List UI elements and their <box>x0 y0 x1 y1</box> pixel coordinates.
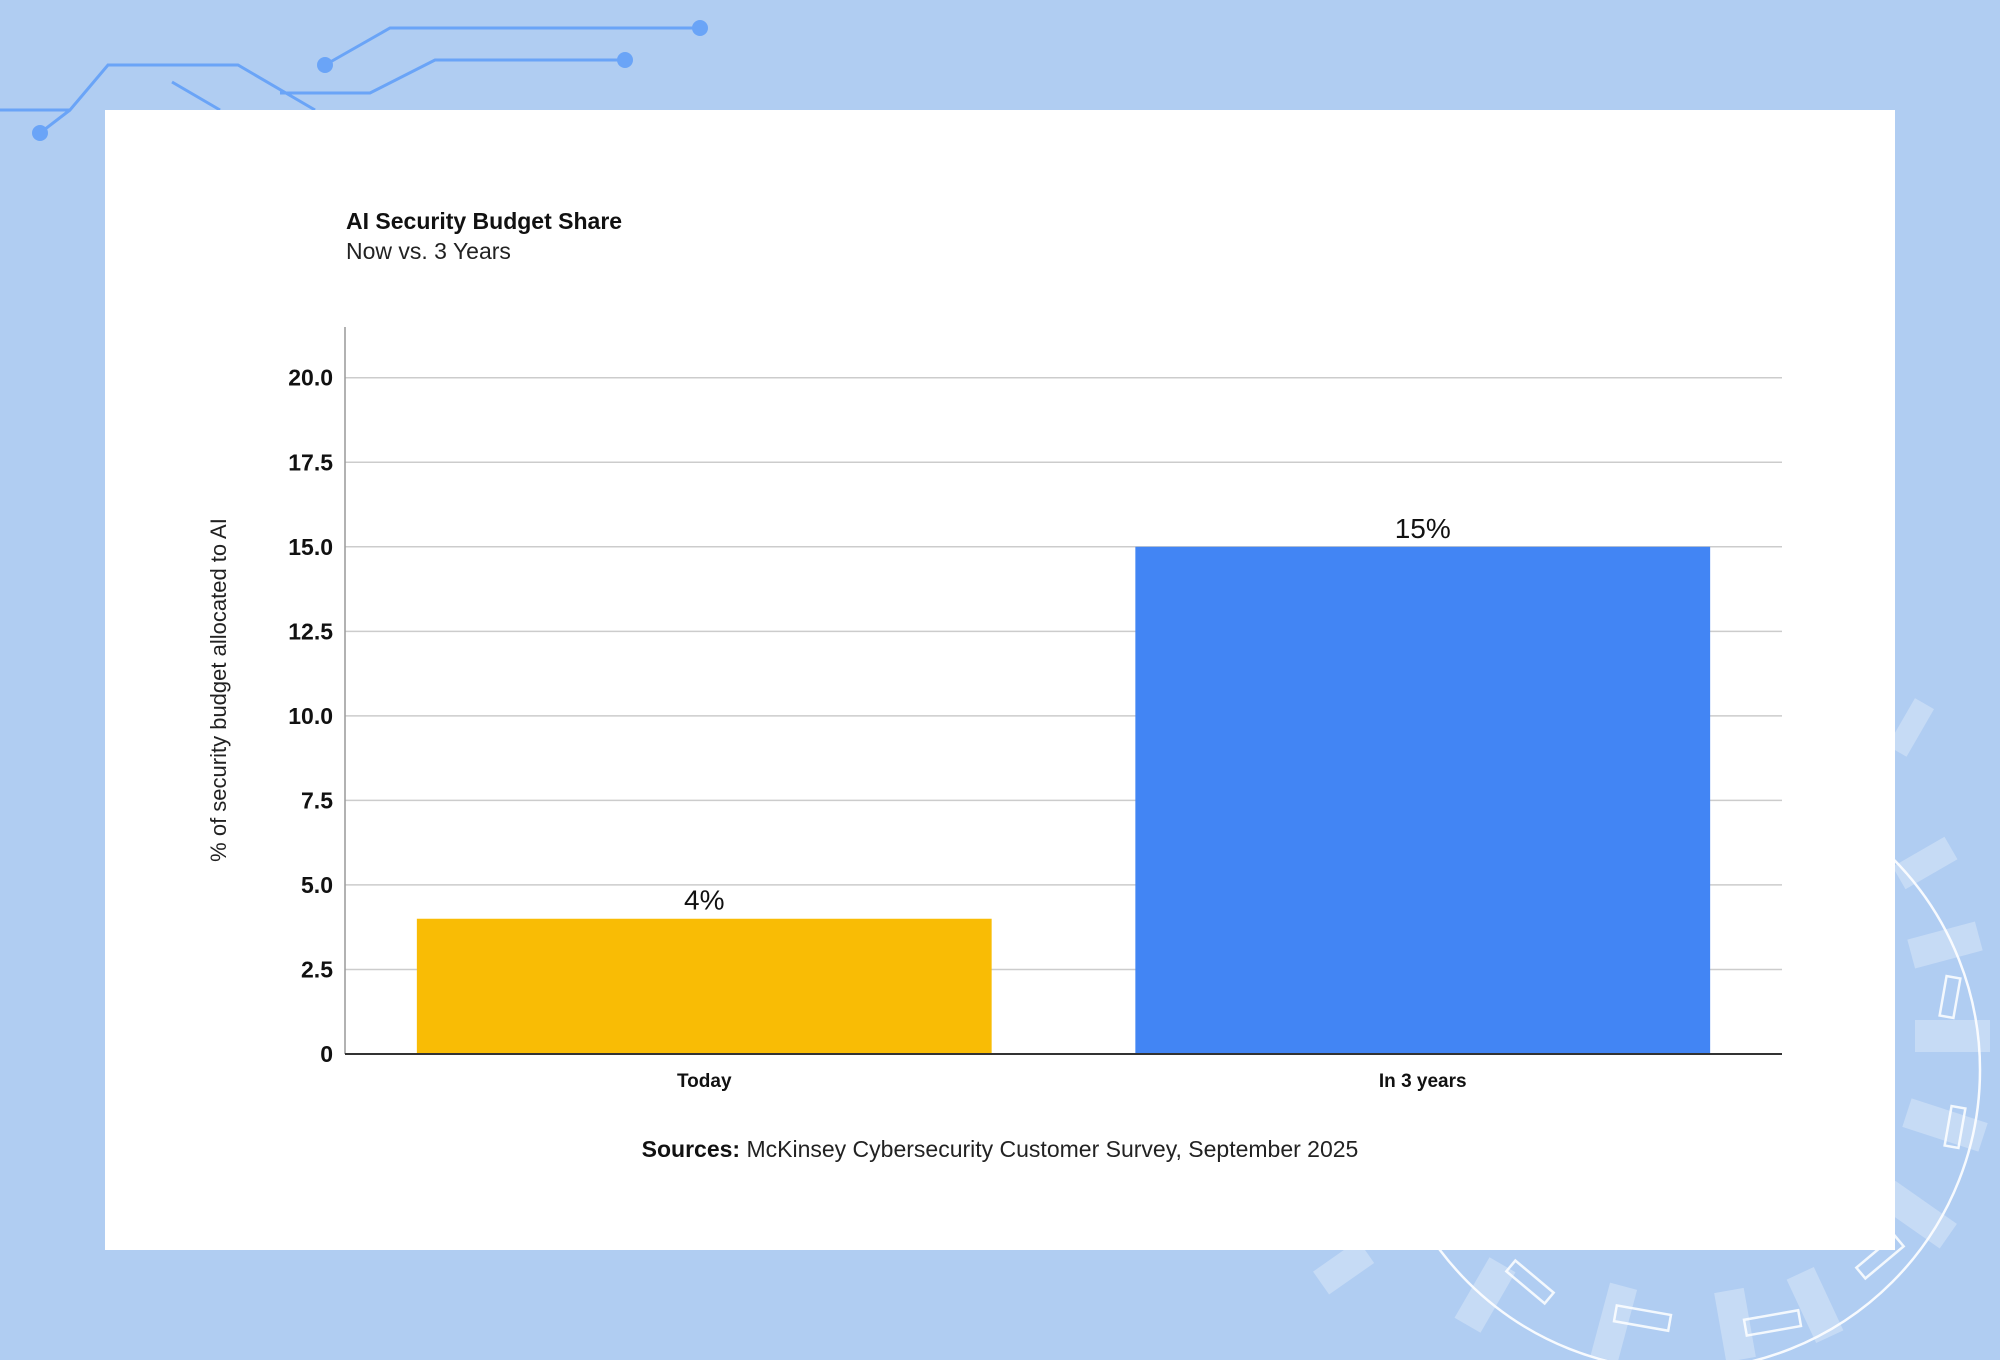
x-tick-label: In 3 years <box>1379 1071 1467 1092</box>
y-tick-label: 10.0 <box>288 703 333 729</box>
y-tick-labels: 0 2.5 5.0 7.5 10.0 12.5 15.0 17.5 20.0 <box>288 365 333 1067</box>
y-tick-label: 0 <box>320 1041 333 1067</box>
circuit-lines-decoration <box>0 26 700 135</box>
bar-1 <box>416 918 992 1054</box>
data-labels: 4% 15% <box>684 513 1451 916</box>
bars <box>416 546 1711 1054</box>
y-tick-label: 12.5 <box>288 618 333 644</box>
y-axis-label: % of security budget allocated to AI <box>206 518 231 862</box>
y-tick-label: 5.0 <box>301 872 333 898</box>
y-tick-label: 15.0 <box>288 534 333 560</box>
chart-title: AI Security Budget Share <box>346 208 623 234</box>
y-tick-label: 7.5 <box>301 787 333 813</box>
chart-subtitle: Now vs. 3 Years <box>346 238 511 264</box>
x-tick-labels: Today In 3 years <box>677 1071 1467 1092</box>
source-label: Sources: <box>641 1136 741 1162</box>
y-tick-label: 17.5 <box>288 449 333 475</box>
bar-2 <box>1135 546 1711 1054</box>
data-label: 4% <box>684 885 724 916</box>
y-tick-label: 2.5 <box>301 956 333 982</box>
circuit-dots-decoration <box>32 20 708 141</box>
x-tick-label: Today <box>677 1071 732 1092</box>
data-label: 15% <box>1395 513 1451 544</box>
source-note: Sources: McKinsey Cybersecurity Customer… <box>0 1136 2000 1163</box>
source-text: McKinsey Cybersecurity Customer Survey, … <box>740 1136 1359 1162</box>
y-tick-label: 20.0 <box>288 365 333 391</box>
